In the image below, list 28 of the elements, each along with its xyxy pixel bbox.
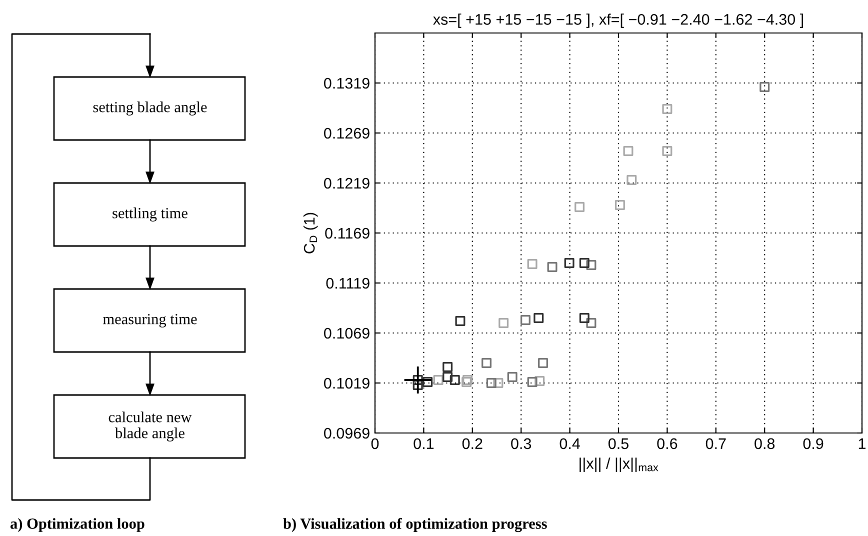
text: setting blade angle	[93, 102, 207, 116]
x-tick-label: 0.8	[754, 438, 775, 450]
x-tick-label: 0.6	[657, 438, 678, 450]
x-tick-label: 1	[858, 438, 866, 449]
x-tick-label: 0.3	[511, 438, 532, 450]
x-tick-label: 0.5	[608, 438, 628, 450]
chart-title: xs=[ +15 +15 −15 −15 ], xf=[ −0.91 −2.40 −1.62 −4.30 ]	[433, 14, 804, 28]
y-tick-label: 0.1219	[324, 178, 370, 189]
y-tick-label: 0.1069	[324, 328, 370, 339]
text: a) Optimization loop	[10, 518, 144, 532]
y-tick-label: 0.1269	[324, 128, 370, 139]
x-axis-title: ||x|| / ||x||$_{max}$	[580, 458, 658, 472]
x-tick-label: 0.2	[462, 438, 482, 450]
text: settling time	[112, 208, 188, 222]
y-tick-label: 0.1169	[325, 228, 370, 239]
text: calculate new blade angle	[108, 412, 192, 442]
y-tick-label: 0.0969	[324, 428, 370, 439]
x-tick-label: 0	[371, 438, 379, 450]
text: measuring time	[103, 314, 197, 328]
text: b) Visualization of optimization progress	[283, 518, 547, 532]
y-tick-label: 0.1019	[324, 378, 370, 389]
y-axis-title: C$_{D}$ (1)	[304, 212, 318, 254]
x-tick-label: 0.4	[560, 438, 580, 450]
x-tick-label: 0.1	[414, 438, 434, 450]
x-tick-label: 0.9	[803, 438, 824, 450]
y-tick-label: 0.1319	[324, 78, 370, 89]
x-tick-label: 0.7	[706, 438, 726, 450]
y-tick-label: 0.1119	[326, 278, 370, 289]
